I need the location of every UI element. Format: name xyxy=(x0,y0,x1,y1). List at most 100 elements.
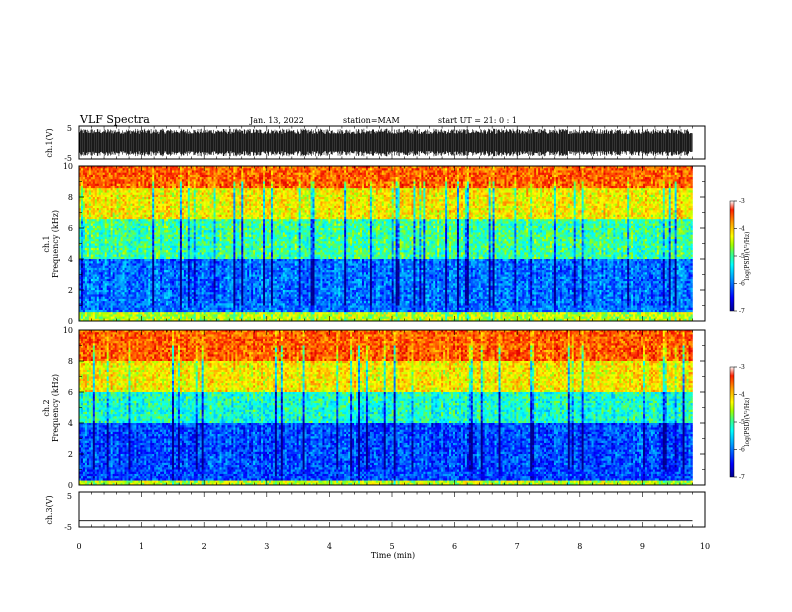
ch1-spectrogram-cell xyxy=(116,296,119,300)
ch1-spectrogram-cell xyxy=(211,305,214,309)
ch1-spectrogram-cell xyxy=(100,197,104,200)
ch1-spectrogram-cell xyxy=(158,183,161,187)
ch1-spectrogram-cell xyxy=(128,294,131,297)
ch1-spectrogram-cell xyxy=(79,307,82,311)
ch1-spectrogram-cell xyxy=(185,252,189,255)
ch1-spectrogram-cell xyxy=(104,267,108,271)
ch1-spectrogram-cell xyxy=(128,208,131,211)
ch1-spectrogram-cell xyxy=(82,221,86,224)
ch1-spectrogram-cell xyxy=(136,188,139,191)
ch1-spectrogram-cell xyxy=(82,170,86,173)
ch1-spectrogram-cell xyxy=(205,314,208,317)
ch1-spectrogram-cell xyxy=(183,201,187,204)
ch1-spectrogram-cell xyxy=(124,250,127,253)
ch1-spectrogram-cell xyxy=(104,214,108,218)
ch1-spectrogram-cell xyxy=(217,276,220,280)
ch1-spectrogram-cell xyxy=(197,212,201,216)
ch1-spectrogram-cell xyxy=(120,179,123,182)
ch1-spectrogram-cell xyxy=(86,301,90,304)
ch1-spectrogram-cell xyxy=(148,252,151,255)
ch1-spectrogram-cell xyxy=(217,239,220,242)
ch1-spectrogram-cell xyxy=(195,225,199,229)
ch1-spectrogram-cell xyxy=(94,234,98,238)
ch1-spectrogram-cell xyxy=(138,230,141,233)
ch1-spectrogram-cell xyxy=(201,252,204,255)
ch1-spectrogram-cell xyxy=(187,172,191,176)
ch1-spectrogram-cell xyxy=(144,232,147,235)
ch1-spectrogram-cell xyxy=(193,292,197,295)
ch1-spectrogram-cell xyxy=(138,197,141,200)
ch1-spectrogram-cell xyxy=(96,290,100,293)
ch1-spectrogram-cell xyxy=(160,221,163,224)
ch1-spectrogram-cell xyxy=(100,170,104,173)
ch1-spectrogram-cell xyxy=(136,183,139,187)
ch1-spectrogram-cell xyxy=(134,265,137,269)
ch1-spectrogram-cell xyxy=(144,179,147,182)
ch1-spectrogram-cell xyxy=(134,205,137,209)
ch1-spectrogram-cell xyxy=(128,170,131,173)
ch1-spectrogram-cell xyxy=(130,174,133,178)
ch1-spectrogram-cell xyxy=(142,298,145,302)
ch1-spectrogram-cell xyxy=(130,236,133,240)
ch1-spectrogram-cell xyxy=(96,312,100,315)
ch1-spectrogram-cell xyxy=(164,261,167,264)
ch1-spectrogram-cell xyxy=(80,190,84,193)
ch1-spectrogram-cell xyxy=(126,314,129,317)
ch1-spectrogram-cell xyxy=(98,188,102,191)
ch1-spectrogram-cell xyxy=(140,234,143,238)
ch1-spectrogram-cell xyxy=(203,174,206,178)
ch1-spectrogram-cell xyxy=(118,267,121,271)
ch1-spectrogram-cell xyxy=(170,296,173,300)
ch1-spectrogram-cell xyxy=(114,305,117,309)
ch1-spectrogram-cell xyxy=(193,301,197,304)
ch1-spectrogram-cell xyxy=(86,287,90,291)
ch1-spectrogram-cell xyxy=(199,166,202,169)
ch1-spectrogram-cell xyxy=(106,247,109,251)
ch1-spectrogram-cell xyxy=(177,283,181,286)
ch1-spectrogram-cell xyxy=(124,259,127,262)
ch1-spectrogram-cell xyxy=(126,199,129,202)
ch1-spectrogram-cell xyxy=(130,259,133,262)
ch1-spectrogram-cell xyxy=(146,287,149,291)
ch1-spectrogram-cell xyxy=(213,318,216,322)
ch1-spectrogram-cell xyxy=(164,185,167,189)
ch1-spectrogram-cell xyxy=(203,254,206,258)
ch1-spectrogram-cell xyxy=(92,267,96,271)
ch1-spectrogram-cell xyxy=(150,210,153,213)
ch1-spectrogram-cell xyxy=(205,281,208,284)
ch1-spectrogram-cell xyxy=(203,181,206,185)
ch1-spectrogram-cell xyxy=(90,205,94,209)
ch1-spectrogram-cell xyxy=(215,197,218,200)
ch1-spectrogram-cell xyxy=(217,278,220,282)
ch1-spectrogram-cell xyxy=(209,241,212,244)
ch1-spectrogram-cell xyxy=(183,272,187,275)
ch1-spectrogram-cell xyxy=(92,245,96,249)
ch1-spectrogram-cell xyxy=(84,307,88,311)
ch1-spectrogram-cell xyxy=(160,274,163,278)
ch1-spectrogram-cell xyxy=(156,252,159,255)
ch1-spectrogram-cell xyxy=(185,259,189,262)
ch1-spectrogram-cell xyxy=(96,232,100,235)
ch1-spectrogram-cell xyxy=(172,194,175,198)
ch1-spectrogram-cell xyxy=(124,223,127,227)
ch1-spectrogram-cell xyxy=(150,239,153,242)
ch1-spectrogram-cell xyxy=(211,301,214,304)
ch1-spectrogram-cell xyxy=(164,194,167,198)
ch1-spectrogram-cell xyxy=(86,230,90,233)
ch1-spectrogram-cell xyxy=(130,228,133,231)
ch1-spectrogram-cell xyxy=(88,212,92,216)
ch1-spectrogram-cell xyxy=(207,243,210,247)
ch1-spectrogram-cell xyxy=(79,272,82,275)
ch1-spectrogram-cell xyxy=(205,179,208,182)
ch1-spectrogram-cell xyxy=(100,270,104,273)
ch1-spectrogram-cell xyxy=(114,192,117,196)
ch1-spectrogram-cell xyxy=(175,214,179,218)
ch1-spectrogram-cell xyxy=(79,228,82,231)
ch1-spectrogram-cell xyxy=(82,225,86,229)
ch1-spectrogram-cell xyxy=(177,294,181,297)
ch1-spectrogram-cell xyxy=(140,301,143,304)
ch1-spectrogram-cell xyxy=(80,292,84,295)
ch1-spectrogram-cell xyxy=(128,243,131,247)
ch1-spectrogram-cell xyxy=(138,212,141,216)
ch1-spectrogram-cell xyxy=(166,199,169,202)
